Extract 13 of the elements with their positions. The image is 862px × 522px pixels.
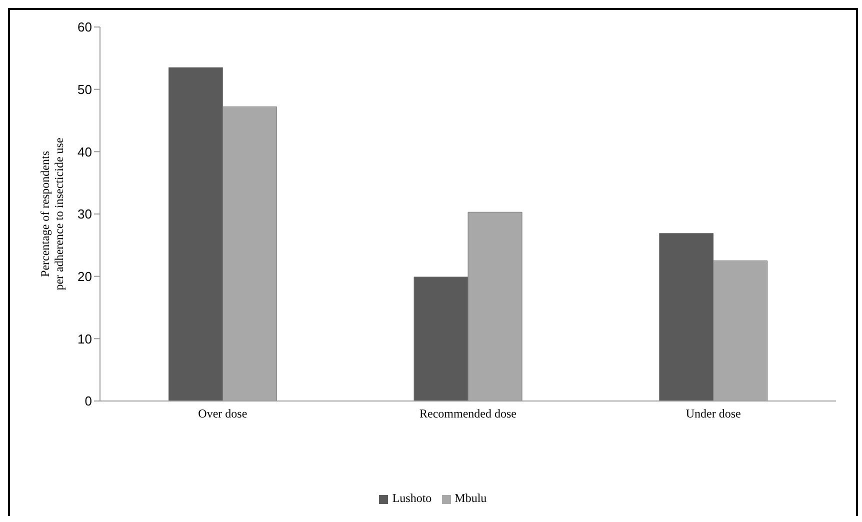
- y-tick-label: 40: [78, 144, 92, 160]
- y-tick-label: 20: [78, 268, 92, 284]
- y-tick-label: 0: [84, 394, 92, 409]
- legend-label: Lushoto: [392, 491, 432, 505]
- x-tick-label: Over dose: [198, 406, 248, 421]
- y-tick-label: 10: [78, 331, 92, 346]
- legend-label: Mbulu: [454, 491, 487, 505]
- y-axis-title: Percentage of respondents per adherence to insecticide use: [38, 138, 66, 290]
- y-tick-label: 30: [78, 206, 92, 222]
- y-tick-label: 60: [78, 20, 92, 35]
- x-tick-label: Recommended dose: [420, 406, 516, 421]
- x-tick-label: Under dose: [686, 406, 741, 421]
- y-tick-label: 50: [78, 82, 92, 97]
